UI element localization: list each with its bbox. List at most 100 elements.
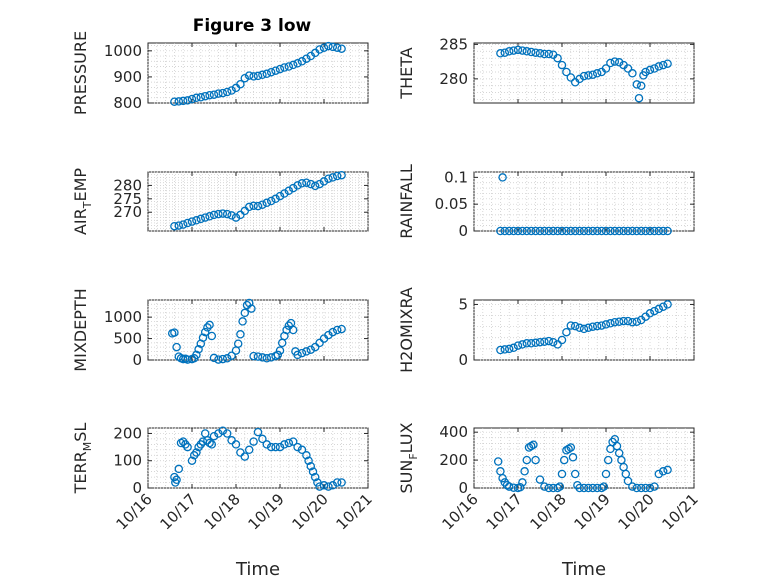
data-point: [592, 321, 602, 331]
data-point: [531, 48, 540, 57]
data-point: [557, 226, 567, 236]
data-point: [262, 354, 272, 363]
data-point: [187, 94, 197, 104]
panel-mixdepth-ylabel: MIXDEPTH: [71, 288, 90, 371]
data-point: [597, 483, 606, 493]
panel-pressure-ylabel: PRESSURE: [71, 31, 90, 115]
data-point: [555, 482, 565, 491]
data-point: [496, 49, 505, 58]
data-point: [244, 202, 254, 212]
data-point: [654, 62, 664, 71]
data-point: [178, 96, 188, 106]
data-point: [324, 41, 333, 51]
panel-rainfall-series: [496, 173, 672, 236]
panel-air-temp-ylabel: AIRTEMP: [71, 168, 94, 235]
data-point: [658, 60, 668, 70]
data-point: [209, 353, 219, 363]
data-point: [297, 179, 307, 188]
data-point: [236, 330, 245, 339]
data-point: [288, 437, 298, 446]
data-point: [603, 455, 613, 465]
data-point: [566, 226, 576, 236]
data-point: [302, 347, 311, 356]
panel-air-temp-series: [170, 170, 346, 231]
x-tick-label: 10/17: [483, 490, 526, 533]
data-point: [262, 440, 272, 449]
data-point: [623, 226, 633, 236]
data-point: [610, 226, 620, 236]
data-point: [628, 69, 637, 78]
data-point: [315, 482, 324, 491]
data-point: [645, 483, 655, 493]
data-point: [306, 461, 316, 471]
panel-pressure: 800 900 1000 PRESSURE: [71, 31, 369, 115]
data-point: [614, 317, 624, 326]
data-point: [650, 306, 659, 316]
data-point: [663, 300, 672, 309]
data-point: [284, 321, 294, 330]
data-point: [222, 209, 232, 219]
data-point: [275, 64, 285, 74]
data-point: [218, 209, 228, 218]
data-point: [526, 339, 536, 348]
data-point: [509, 226, 518, 236]
data-point: [524, 443, 534, 452]
data-point: [504, 344, 514, 354]
data-point: [632, 80, 642, 89]
data-point: [310, 181, 320, 191]
figure-title: Figure 3 low: [193, 16, 312, 36]
data-point: [172, 475, 181, 485]
x-tick-label: 10/20: [615, 490, 658, 533]
data-point: [170, 221, 179, 231]
data-point: [214, 89, 223, 98]
data-point: [284, 186, 294, 196]
data-point: [557, 335, 567, 345]
data-point: [183, 218, 192, 228]
data-point: [493, 457, 503, 466]
data-point: [275, 346, 285, 355]
data-point: [562, 327, 571, 337]
data-point: [205, 90, 214, 100]
data-point: [658, 467, 668, 476]
data-point: [214, 209, 223, 219]
data-point: [271, 66, 280, 75]
data-point: [183, 96, 192, 105]
data-point: [531, 455, 540, 465]
data-point: [227, 86, 236, 95]
data-point: [518, 478, 527, 487]
data-point: [632, 226, 642, 236]
data-point: [663, 59, 672, 68]
data-point: [564, 444, 573, 454]
data-point: [319, 43, 329, 52]
data-point: [498, 173, 507, 182]
panel-theta-ylabel: THETA: [397, 47, 416, 99]
data-point: [570, 469, 580, 479]
data-point: [218, 354, 228, 364]
panel-pressure-axes: [147, 42, 369, 104]
data-point: [509, 343, 518, 353]
panel-theta: 280 285 THETA: [397, 35, 695, 104]
x-tick-label: 10/17: [157, 490, 200, 533]
panel-mixdepth-grid: [147, 299, 369, 361]
data-point: [496, 345, 505, 355]
data-point: [172, 342, 181, 352]
data-point: [332, 478, 342, 487]
data-point: [253, 352, 263, 361]
data-point: [203, 323, 212, 332]
data-point: [496, 226, 505, 236]
data-point: [315, 45, 324, 54]
data-point: [262, 198, 272, 208]
data-point: [588, 483, 598, 493]
data-point: [324, 174, 333, 183]
data-point: [231, 440, 241, 449]
data-point: [293, 59, 302, 68]
data-point: [531, 226, 540, 236]
y-tick-label: 0: [132, 479, 142, 497]
data-point: [302, 451, 311, 460]
data-point: [192, 93, 201, 103]
data-point: [592, 69, 602, 78]
data-point: [178, 220, 188, 229]
data-point: [535, 337, 545, 347]
data-point: [601, 469, 611, 479]
